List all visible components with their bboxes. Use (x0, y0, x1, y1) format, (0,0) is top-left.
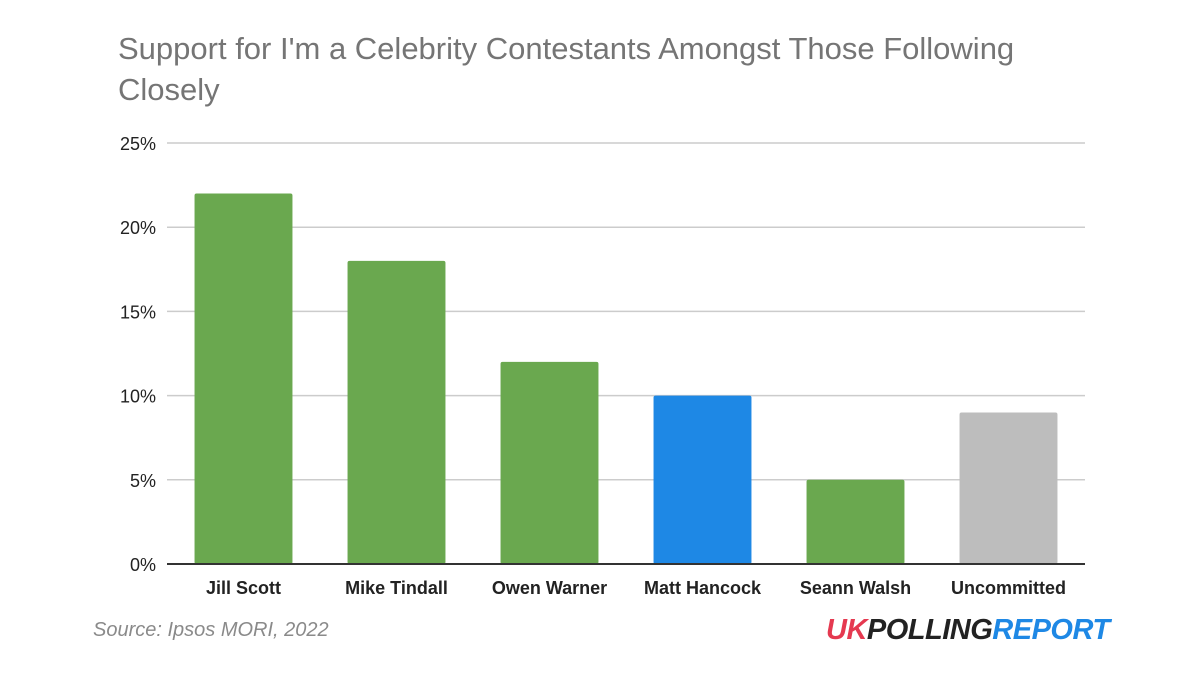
y-tick-label: 0% (130, 555, 156, 575)
bar (959, 412, 1058, 564)
x-tick-label: Seann Walsh (800, 578, 911, 598)
y-axis-tick-labels: 0% 5% 10% 15% 20% 25% (120, 134, 156, 575)
bar (194, 193, 293, 564)
bar (347, 260, 446, 564)
y-tick-label: 5% (130, 471, 156, 491)
y-tick-label: 20% (120, 218, 156, 238)
bar (653, 395, 752, 564)
x-tick-label: Uncommitted (951, 578, 1066, 598)
gridlines (167, 142, 1085, 481)
uk-polling-report-logo: UKPOLLINGREPORT (826, 614, 1110, 647)
x-axis-tick-labels: Jill Scott Mike Tindall Owen Warner Matt Ha… (206, 578, 1066, 598)
bar (500, 361, 599, 564)
x-tick-label: Matt Hancock (644, 578, 762, 598)
x-tick-label: Mike Tindall (345, 578, 448, 598)
chart-title: Support for I'm a Celebrity Contestants … (118, 31, 1015, 107)
source-note: Source: Ipsos MORI, 2022 (93, 619, 329, 641)
logo-part-report: REPORT (992, 614, 1110, 646)
bar (806, 479, 905, 564)
logo-part-uk: UK (826, 614, 867, 646)
x-tick-label: Owen Warner (492, 578, 607, 598)
y-tick-label: 10% (120, 387, 156, 407)
y-tick-label: 15% (120, 302, 156, 322)
y-tick-label: 25% (120, 134, 156, 154)
x-tick-label: Jill Scott (206, 578, 281, 598)
bars (194, 193, 1058, 564)
logo-part-polling: POLLING (866, 614, 993, 646)
